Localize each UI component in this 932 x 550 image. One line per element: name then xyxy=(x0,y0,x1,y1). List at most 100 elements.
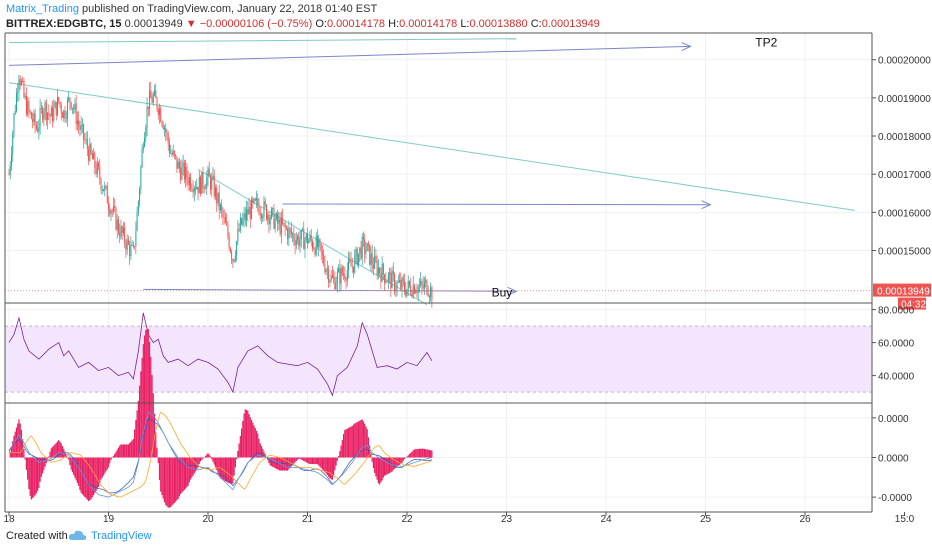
candle-body xyxy=(136,211,138,231)
candle-body xyxy=(212,175,214,179)
candle-body xyxy=(147,106,149,109)
candle-body xyxy=(142,146,144,149)
candle-body xyxy=(320,243,322,252)
candle-body xyxy=(258,205,260,215)
candle-body xyxy=(223,217,225,219)
candle-body xyxy=(131,244,133,246)
candle-body xyxy=(356,248,358,266)
candle-body xyxy=(407,281,409,290)
candle-body xyxy=(151,98,153,103)
candle-body xyxy=(25,95,27,115)
candle-body xyxy=(318,239,320,248)
candle-body xyxy=(60,104,62,114)
rsi-band xyxy=(5,325,872,393)
candle-body xyxy=(391,270,393,289)
candle-body xyxy=(280,217,282,235)
candle-body xyxy=(421,281,423,286)
candle-body xyxy=(425,280,427,283)
close-value: 0.00013949 xyxy=(541,18,600,30)
candle-body xyxy=(384,274,386,284)
candle-body xyxy=(176,156,178,169)
y-tick-label: 0.00015000 xyxy=(878,246,931,257)
tradingview-cloud-icon xyxy=(68,530,87,540)
tradingview-brand[interactable]: TradingView xyxy=(91,530,152,542)
candle-body xyxy=(326,269,328,271)
candle-body xyxy=(304,239,306,250)
candle-body xyxy=(90,143,92,154)
x-tick-label: 19 xyxy=(103,514,115,522)
candle-body xyxy=(19,79,21,85)
candle-body xyxy=(216,187,218,204)
candle-body xyxy=(231,252,233,260)
candle-body xyxy=(412,285,414,297)
rsi-tick-label: 40.0000 xyxy=(878,372,915,383)
annotation-label: Buy xyxy=(492,285,513,299)
candle-body xyxy=(400,280,402,289)
candle-body xyxy=(277,213,279,224)
candle-body xyxy=(336,272,338,284)
candle-body xyxy=(191,188,193,190)
candle-body xyxy=(126,239,128,250)
candle-body xyxy=(252,199,254,203)
candle-body xyxy=(330,274,332,281)
trading-chart[interactable]: 0.00020000 0.00019000 0.00018000 0.00017000… xyxy=(0,0,932,522)
candle-body xyxy=(65,117,67,119)
candle-body xyxy=(208,168,210,177)
candle-body xyxy=(423,282,425,289)
chart-header: Matrix_Trading published on TradingView.… xyxy=(6,2,906,32)
x-tick-label: 24 xyxy=(600,514,612,522)
time-axis[interactable]: 18 19 20 21 22 23 24 25 26 15:0 xyxy=(3,512,915,522)
candle-body xyxy=(15,92,17,112)
candle-body xyxy=(100,179,102,190)
trend-lines[interactable] xyxy=(5,38,872,306)
candle-body xyxy=(64,110,66,119)
candle-body xyxy=(59,101,61,105)
candle-body xyxy=(28,101,30,111)
candle-body xyxy=(8,174,10,175)
pane-frames xyxy=(4,32,873,513)
candle-body xyxy=(196,186,198,190)
candle-body xyxy=(103,189,105,192)
candle-body xyxy=(129,244,131,257)
candle-body xyxy=(162,124,164,129)
candle-body xyxy=(182,162,184,167)
candle-body xyxy=(228,235,230,249)
candle-body xyxy=(359,247,361,254)
y-tick-label: 0.00016000 xyxy=(878,208,931,219)
candle-body xyxy=(406,289,408,296)
candle-body xyxy=(264,201,266,205)
candle-body xyxy=(105,185,107,187)
candle-body xyxy=(112,206,114,212)
macd-tick-label: 0.0000 xyxy=(878,454,909,465)
candle-body xyxy=(17,92,19,93)
candle-body xyxy=(181,166,183,180)
candle-body xyxy=(76,120,78,125)
x-tick-label: 23 xyxy=(501,514,513,522)
candle-body xyxy=(410,285,412,294)
candle-body xyxy=(385,281,387,284)
candle-body xyxy=(93,153,95,160)
candle-body xyxy=(272,208,274,209)
candle-body xyxy=(285,227,287,229)
candle-body xyxy=(379,267,381,273)
ohlc-line: BITTREX:EDGBTC, 15 0.00013949 ▼ −0.00000… xyxy=(6,17,906,32)
candle-body xyxy=(349,259,351,262)
candle-body xyxy=(175,154,177,157)
y-tick-label: 0.00019000 xyxy=(878,94,931,105)
candle-body xyxy=(260,214,262,218)
candle-body xyxy=(171,153,173,155)
candle-body xyxy=(88,149,90,161)
candle-body xyxy=(227,225,229,236)
candle-body xyxy=(205,188,207,190)
candle-body xyxy=(66,99,68,118)
macd-tick-label: -0.0000 xyxy=(878,493,912,504)
publish-info: published on TradingView.com, January 22… xyxy=(82,3,378,15)
candle-body xyxy=(380,272,382,282)
candle-body xyxy=(37,128,39,132)
candle-body xyxy=(313,248,315,250)
author-link[interactable]: Matrix_Trading xyxy=(6,3,79,15)
candle-body xyxy=(50,107,52,117)
price-axis[interactable]: 0.00020000 0.00019000 0.00018000 0.00017000… xyxy=(872,56,931,504)
candle-body xyxy=(178,161,180,169)
candle-body xyxy=(239,218,241,231)
